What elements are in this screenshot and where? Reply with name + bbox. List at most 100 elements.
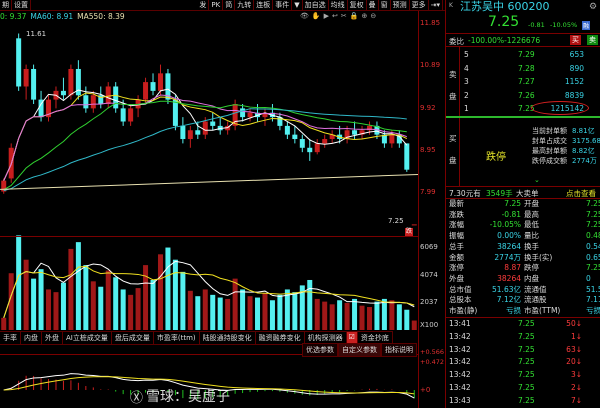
limit-stat-label: 当前封单额 <box>532 127 567 135</box>
stat-value: 0.54% <box>586 241 600 251</box>
ask-price: 7.29 <box>518 50 535 59</box>
toolbar-button[interactable]: 均线 <box>329 0 348 10</box>
volume-bar <box>389 300 395 330</box>
candle-body <box>277 117 283 126</box>
stat-label: 金额 <box>449 252 464 262</box>
toolbar-button[interactable]: PK <box>209 0 224 10</box>
stock-name: 江苏吴中 600200 <box>460 0 550 13</box>
toolbar-button[interactable]: 复权 <box>348 0 367 10</box>
stat-value: 51.54亿 <box>586 284 600 294</box>
watermark-text: 雪球：吴虚子 <box>146 389 231 405</box>
candle-body <box>172 99 178 126</box>
limit-stat: 封单占成交 3175.685 <box>446 137 600 147</box>
indicator-tab[interactable]: 手率 <box>0 331 21 345</box>
price-change: -0.81 <box>528 21 545 29</box>
volume-bar <box>292 292 298 330</box>
trade-row: 13:42 7.25 20↓ <box>446 357 600 368</box>
param-tab[interactable]: 指标说明 <box>381 343 417 357</box>
stat-label: 涨停 <box>449 263 464 273</box>
toolbar-button[interactable]: 九转 <box>235 0 255 10</box>
toolbar-button[interactable]: 窗 <box>379 0 391 10</box>
toolbar-button[interactable]: 预测 <box>391 0 410 10</box>
ask-row[interactable]: 4 7.28 890 <box>446 64 600 76</box>
candle-body <box>210 121 216 126</box>
stat-label: 流通值 <box>524 284 547 294</box>
hand-icon[interactable]: ✋ <box>311 12 321 20</box>
eye-icon[interactable]: 👁 <box>300 12 309 20</box>
settings-button[interactable]: 设置 <box>12 0 31 10</box>
param-tab[interactable]: 优选参数 <box>302 343 338 357</box>
candle-body <box>322 139 328 144</box>
volume-bar <box>172 259 178 330</box>
lock-icon[interactable]: 🔒 <box>349 12 359 20</box>
indicator-tab[interactable]: 市盈率(ttm) <box>153 331 200 345</box>
zoom-in-icon[interactable]: ⊕ <box>361 12 368 20</box>
toolbar-button[interactable]: 事件 <box>273 0 293 10</box>
toolbar-button[interactable]: 连板 <box>254 0 274 10</box>
candle-body <box>262 112 268 118</box>
stat-label: 涨跌 <box>449 209 464 219</box>
candle-body <box>90 95 96 109</box>
indicator-tab[interactable]: 融资融券变化 <box>255 331 305 345</box>
trade-row: 13:41 7.25 50↓ <box>446 319 600 330</box>
expand-chevron[interactable]: ⌄ <box>534 176 540 184</box>
ask-row[interactable]: 3 7.27 1152 <box>446 77 600 89</box>
candle-body <box>16 38 22 87</box>
ask-row[interactable]: 5 7.29 653 <box>446 50 600 62</box>
stat-value: 51.63亿 <box>492 284 521 294</box>
trade-volume: 50↓ <box>566 319 582 328</box>
price-tick: 10.89 <box>420 61 441 69</box>
candle-body <box>411 224 417 226</box>
volume-bar <box>225 298 231 330</box>
toolbar-button[interactable]: 加自选 <box>303 0 329 10</box>
buy-button[interactable]: 买 <box>570 35 581 45</box>
indicator-tab[interactable]: 盘后成交量 <box>111 331 154 345</box>
toolbar-button[interactable]: 叠 <box>367 0 379 10</box>
candle-body <box>46 99 52 118</box>
candle-body <box>157 73 163 91</box>
stat-label: 总股本 <box>449 295 472 305</box>
indicator-tab[interactable]: AI立桩成交量 <box>63 331 112 345</box>
price-volume-divider <box>0 236 418 237</box>
indicator-tab[interactable]: 外盘 <box>42 331 63 345</box>
ask-row[interactable]: 2 7.26 8839 <box>446 91 600 103</box>
stat-value: 0 <box>586 273 591 283</box>
indicator-tab[interactable]: 内盘 <box>21 331 42 345</box>
gear-icon[interactable]: ⚙ <box>589 2 598 12</box>
play-icon[interactable]: ▶ <box>323 12 329 20</box>
trade-row: 13:42 7.25 63↓ <box>446 345 600 356</box>
volume-bar <box>83 265 89 330</box>
margin-badge: 融 <box>582 21 591 30</box>
volume-bar <box>396 304 402 330</box>
trade-price: 7.25 <box>518 344 535 354</box>
toolbar-button[interactable]: ▼ <box>292 0 303 10</box>
k-toggle[interactable]: K <box>449 2 453 9</box>
undo-icon[interactable]: ↩ <box>332 12 338 20</box>
stat-label: 开盘 <box>524 199 539 208</box>
kline-chart[interactable] <box>0 0 418 408</box>
toolbar-button[interactable]: 更多 <box>410 0 429 10</box>
toolbar-button[interactable]: ⇥▾ <box>429 0 443 10</box>
cut-icon[interactable]: ✂ <box>340 12 347 20</box>
candle-body <box>359 130 365 135</box>
param-tab[interactable]: 自定义参数 <box>338 343 381 357</box>
zoom-out-icon[interactable]: ⊖ <box>370 12 377 20</box>
stat-value: 7.12亿 <box>496 295 521 305</box>
volume-bar <box>105 270 111 330</box>
sell-button[interactable]: 卖 <box>587 35 598 45</box>
toolbar-button[interactable]: 发 <box>197 0 210 10</box>
period-button[interactable]: 期 <box>0 0 12 10</box>
stat-row: 振幅 0.00%量比 0.48 <box>446 231 600 242</box>
indicator-tab[interactable]: 陆股通持股变化 <box>199 331 256 345</box>
volume-bar <box>381 298 387 330</box>
volume-bar <box>90 281 96 330</box>
trade-volume: 63↓ <box>566 344 582 354</box>
price-tick: 8.95 <box>420 146 436 154</box>
snowball-logo-icon: Ⓧ <box>130 390 144 406</box>
trade-row: 13:43 7.25 7↓ <box>446 396 600 407</box>
volume-bar <box>255 297 261 330</box>
volume-bar <box>352 298 358 330</box>
toolbar-button[interactable]: 简 <box>223 0 236 10</box>
stat-value: -10.05% <box>489 220 521 230</box>
bigorder-link[interactable]: 点击查看 <box>566 189 596 198</box>
